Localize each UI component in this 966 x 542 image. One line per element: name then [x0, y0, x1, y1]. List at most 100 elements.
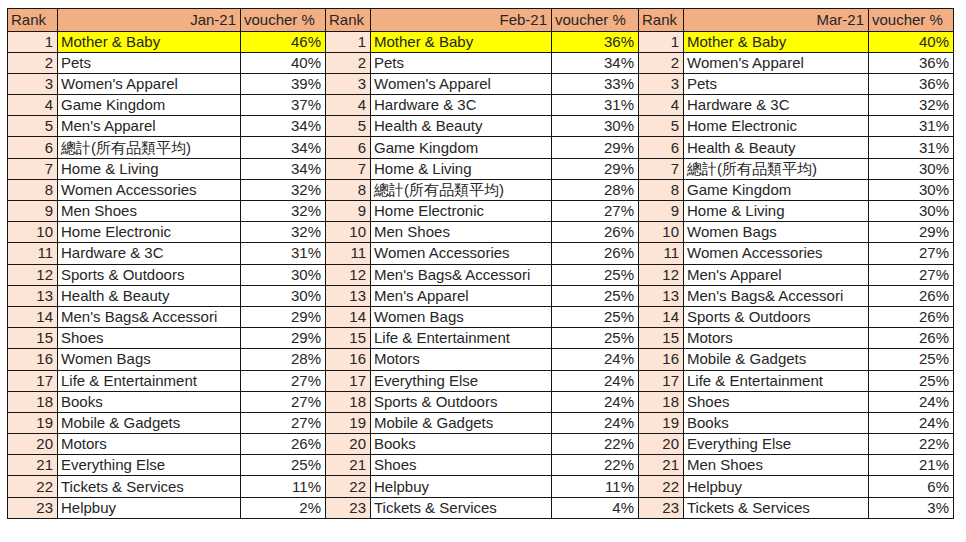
category-cell: Women's Apparel: [684, 52, 869, 73]
category-cell: Mobile & Gadgets: [371, 412, 552, 433]
rank-cell: 1: [639, 31, 684, 52]
voucher-cell: 40%: [869, 31, 954, 52]
rank-cell: 18: [326, 391, 371, 412]
category-cell: Men's Apparel: [371, 285, 552, 306]
category-cell: Motors: [371, 349, 552, 370]
voucher-cell: 24%: [552, 370, 639, 391]
rank-cell: 9: [639, 201, 684, 222]
category-cell: Health & Beauty: [684, 137, 869, 158]
rank-cell: 15: [639, 328, 684, 349]
table-row: 15Shoes29%15Life & Entertainment25%15Mot…: [8, 328, 954, 349]
category-cell: Hardware & 3C: [371, 95, 552, 116]
category-cell: Sports & Outdoors: [58, 264, 241, 285]
voucher-cell: 25%: [869, 370, 954, 391]
voucher-cell: 26%: [241, 434, 326, 455]
voucher-cell: 32%: [241, 179, 326, 200]
month-column-header: Jan-21: [58, 9, 241, 32]
rank-cell: 21: [639, 455, 684, 476]
rank-cell: 4: [639, 95, 684, 116]
voucher-cell: 28%: [552, 179, 639, 200]
voucher-cell: 22%: [869, 434, 954, 455]
voucher-cell: 32%: [241, 201, 326, 222]
voucher-cell: 34%: [552, 52, 639, 73]
voucher-cell: 27%: [241, 412, 326, 433]
table-row: 21Everything Else25%21Shoes22%21Men Shoe…: [8, 455, 954, 476]
rank-cell: 18: [639, 391, 684, 412]
table-row: 9Men Shoes32%9Home Electronic27%9Home & …: [8, 201, 954, 222]
category-cell: Men Shoes: [684, 455, 869, 476]
table-row: 2Pets40%2Pets34%2Women's Apparel36%: [8, 52, 954, 73]
table-row: 7Home & Living34%7Home & Living29%7總計(所有…: [8, 158, 954, 179]
category-cell: Books: [58, 391, 241, 412]
voucher-cell: 36%: [552, 31, 639, 52]
voucher-cell: 25%: [552, 285, 639, 306]
voucher-rank-table: RankJan-21voucher %RankFeb-21voucher %Ra…: [7, 8, 954, 519]
category-cell: Men's Bags& Accessori: [684, 285, 869, 306]
category-cell: Men's Bags& Accessori: [58, 306, 241, 327]
category-cell: Home Electronic: [684, 116, 869, 137]
voucher-cell: 30%: [241, 264, 326, 285]
voucher-cell: 34%: [241, 116, 326, 137]
voucher-cell: 25%: [241, 455, 326, 476]
category-cell: Women Accessories: [371, 243, 552, 264]
rank-cell: 2: [639, 52, 684, 73]
rank-cell: 23: [8, 497, 58, 518]
voucher-cell: 26%: [552, 243, 639, 264]
spreadsheet-area: RankJan-21voucher %RankFeb-21voucher %Ra…: [7, 8, 954, 519]
category-cell: Helpbuy: [371, 476, 552, 497]
voucher-cell: 26%: [552, 222, 639, 243]
voucher-cell: 27%: [241, 391, 326, 412]
rank-cell: 11: [639, 243, 684, 264]
rank-cell: 6: [639, 137, 684, 158]
rank-cell: 10: [8, 222, 58, 243]
rank-cell: 7: [639, 158, 684, 179]
category-cell: Home & Living: [58, 158, 241, 179]
table-row: 12Sports & Outdoors30%12Men's Bags& Acce…: [8, 264, 954, 285]
category-cell: Mobile & Gadgets: [684, 349, 869, 370]
table-row: 22Tickets & Services11%22Helpbuy11%22Hel…: [8, 476, 954, 497]
rank-cell: 4: [326, 95, 371, 116]
category-cell: Motors: [684, 328, 869, 349]
rank-cell: 17: [639, 370, 684, 391]
rank-cell: 7: [326, 158, 371, 179]
voucher-cell: 26%: [869, 328, 954, 349]
category-cell: Home Electronic: [58, 222, 241, 243]
voucher-cell: 21%: [869, 455, 954, 476]
voucher-cell: 30%: [869, 179, 954, 200]
category-cell: Health & Beauty: [371, 116, 552, 137]
category-cell: Helpbuy: [58, 497, 241, 518]
rank-cell: 18: [8, 391, 58, 412]
category-cell: Everything Else: [684, 434, 869, 455]
category-cell: Women Bags: [684, 222, 869, 243]
voucher-cell: 24%: [552, 349, 639, 370]
voucher-cell: 28%: [241, 349, 326, 370]
rank-cell: 10: [326, 222, 371, 243]
rank-cell: 6: [326, 137, 371, 158]
voucher-cell: 6%: [869, 476, 954, 497]
voucher-cell: 22%: [552, 434, 639, 455]
voucher-cell: 29%: [552, 137, 639, 158]
voucher-cell: 31%: [869, 137, 954, 158]
voucher-cell: 40%: [241, 52, 326, 73]
voucher-cell: 27%: [241, 370, 326, 391]
voucher-cell: 31%: [869, 116, 954, 137]
voucher-cell: 32%: [241, 222, 326, 243]
rank-cell: 13: [8, 285, 58, 306]
rank-cell: 13: [326, 285, 371, 306]
voucher-cell: 30%: [552, 116, 639, 137]
rank-cell: 3: [326, 73, 371, 94]
rank-cell: 22: [639, 476, 684, 497]
category-cell: Mother & Baby: [58, 31, 241, 52]
category-cell: Shoes: [58, 328, 241, 349]
voucher-cell: 25%: [552, 328, 639, 349]
rank-cell: 17: [326, 370, 371, 391]
category-cell: Home & Living: [371, 158, 552, 179]
rank-cell: 19: [326, 412, 371, 433]
rank-cell: 20: [8, 434, 58, 455]
table-row: 4Game Kingdom37%4Hardware & 3C31%4Hardwa…: [8, 95, 954, 116]
rank-cell: 14: [326, 306, 371, 327]
table-row: 16Women Bags28%16Motors24%16Mobile & Gad…: [8, 349, 954, 370]
rank-cell: 15: [8, 328, 58, 349]
rank-cell: 1: [326, 31, 371, 52]
voucher-cell: 30%: [241, 285, 326, 306]
